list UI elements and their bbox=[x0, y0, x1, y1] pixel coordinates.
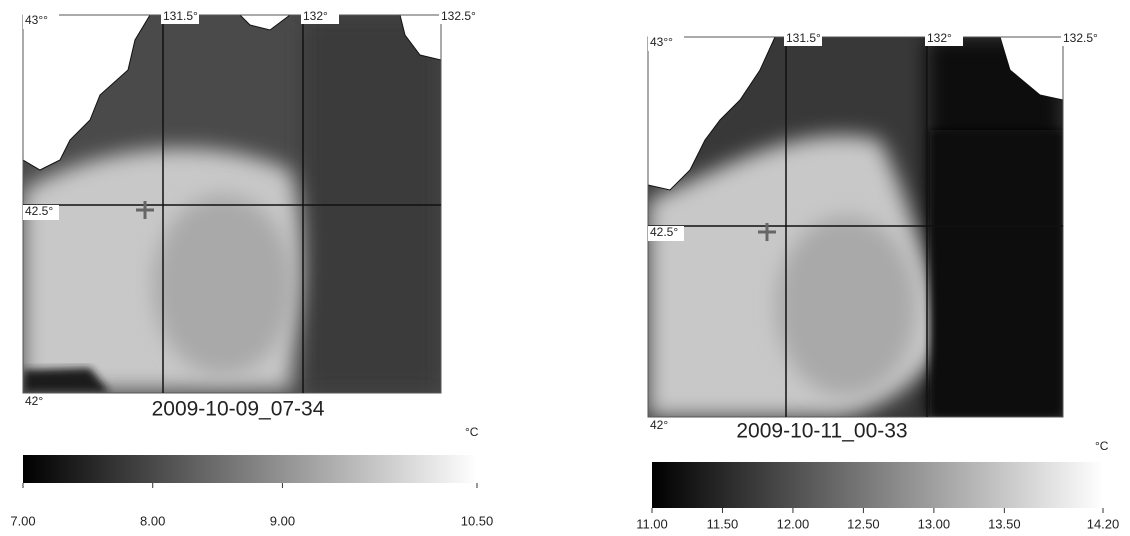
colorbar-tick-label: 10.50 bbox=[461, 513, 494, 528]
latitude-label: 42° bbox=[25, 394, 43, 408]
longitude-label: 131.5° bbox=[163, 9, 198, 23]
longitude-label: 132.5° bbox=[1063, 31, 1098, 45]
label-bg bbox=[301, 8, 339, 24]
unit-label: °C bbox=[465, 425, 479, 439]
colorbar bbox=[23, 455, 477, 483]
label-bg bbox=[648, 36, 684, 51]
eddy bbox=[153, 195, 293, 375]
unit-label: °C bbox=[1095, 439, 1109, 453]
map bbox=[23, 15, 441, 393]
label-bg bbox=[648, 226, 684, 241]
colorbar-tick-label: 14.20 bbox=[1087, 516, 1120, 531]
dark-water bbox=[23, 368, 110, 393]
sea-east bbox=[303, 15, 441, 393]
station-cross bbox=[136, 201, 154, 219]
colorbar-tick-label: 9.00 bbox=[270, 513, 295, 528]
dark-water bbox=[930, 130, 1063, 417]
label-bg bbox=[439, 8, 477, 24]
colorbar-tick-label: 13.00 bbox=[918, 516, 951, 531]
longitude-label: 131.5° bbox=[786, 31, 821, 45]
colorbar-tick-label: 7.00 bbox=[10, 513, 35, 528]
colorbar bbox=[652, 462, 1103, 508]
image-title: 2009-10-09_07-34 bbox=[152, 398, 325, 421]
land bbox=[648, 37, 1063, 191]
label-bg bbox=[784, 30, 822, 46]
label-bg bbox=[925, 30, 963, 46]
label-bg bbox=[23, 205, 59, 220]
latitude-label: 43°° bbox=[25, 13, 48, 27]
longitude-label: 132° bbox=[927, 31, 952, 45]
longitude-label: 132° bbox=[303, 9, 328, 23]
latitude-label: 42.5° bbox=[650, 225, 678, 239]
colorbar-tick-label: 11.50 bbox=[707, 516, 739, 531]
latitude-label: 42° bbox=[650, 418, 668, 432]
eddy bbox=[776, 216, 916, 396]
latitude-label: 43°° bbox=[650, 35, 673, 49]
label-bg bbox=[1061, 30, 1099, 46]
image-title: 2009-10-11_00-33 bbox=[736, 420, 907, 443]
label-bg bbox=[161, 8, 199, 24]
latitude-label: 42.5° bbox=[25, 204, 53, 218]
colorbar-tick-label: 12.50 bbox=[847, 516, 880, 531]
station-cross bbox=[758, 223, 776, 241]
land bbox=[23, 15, 441, 171]
label-bg bbox=[23, 14, 59, 29]
colorbar-tick-label: 11.00 bbox=[636, 516, 668, 531]
colorbar-tick-label: 12.00 bbox=[777, 516, 810, 531]
longitude-label: 132.5° bbox=[441, 9, 476, 23]
colorbar-tick-label: 13.50 bbox=[988, 516, 1021, 531]
colorbar-tick-label: 8.00 bbox=[140, 513, 165, 528]
map bbox=[648, 37, 1063, 417]
map-frame bbox=[22, 14, 442, 394]
